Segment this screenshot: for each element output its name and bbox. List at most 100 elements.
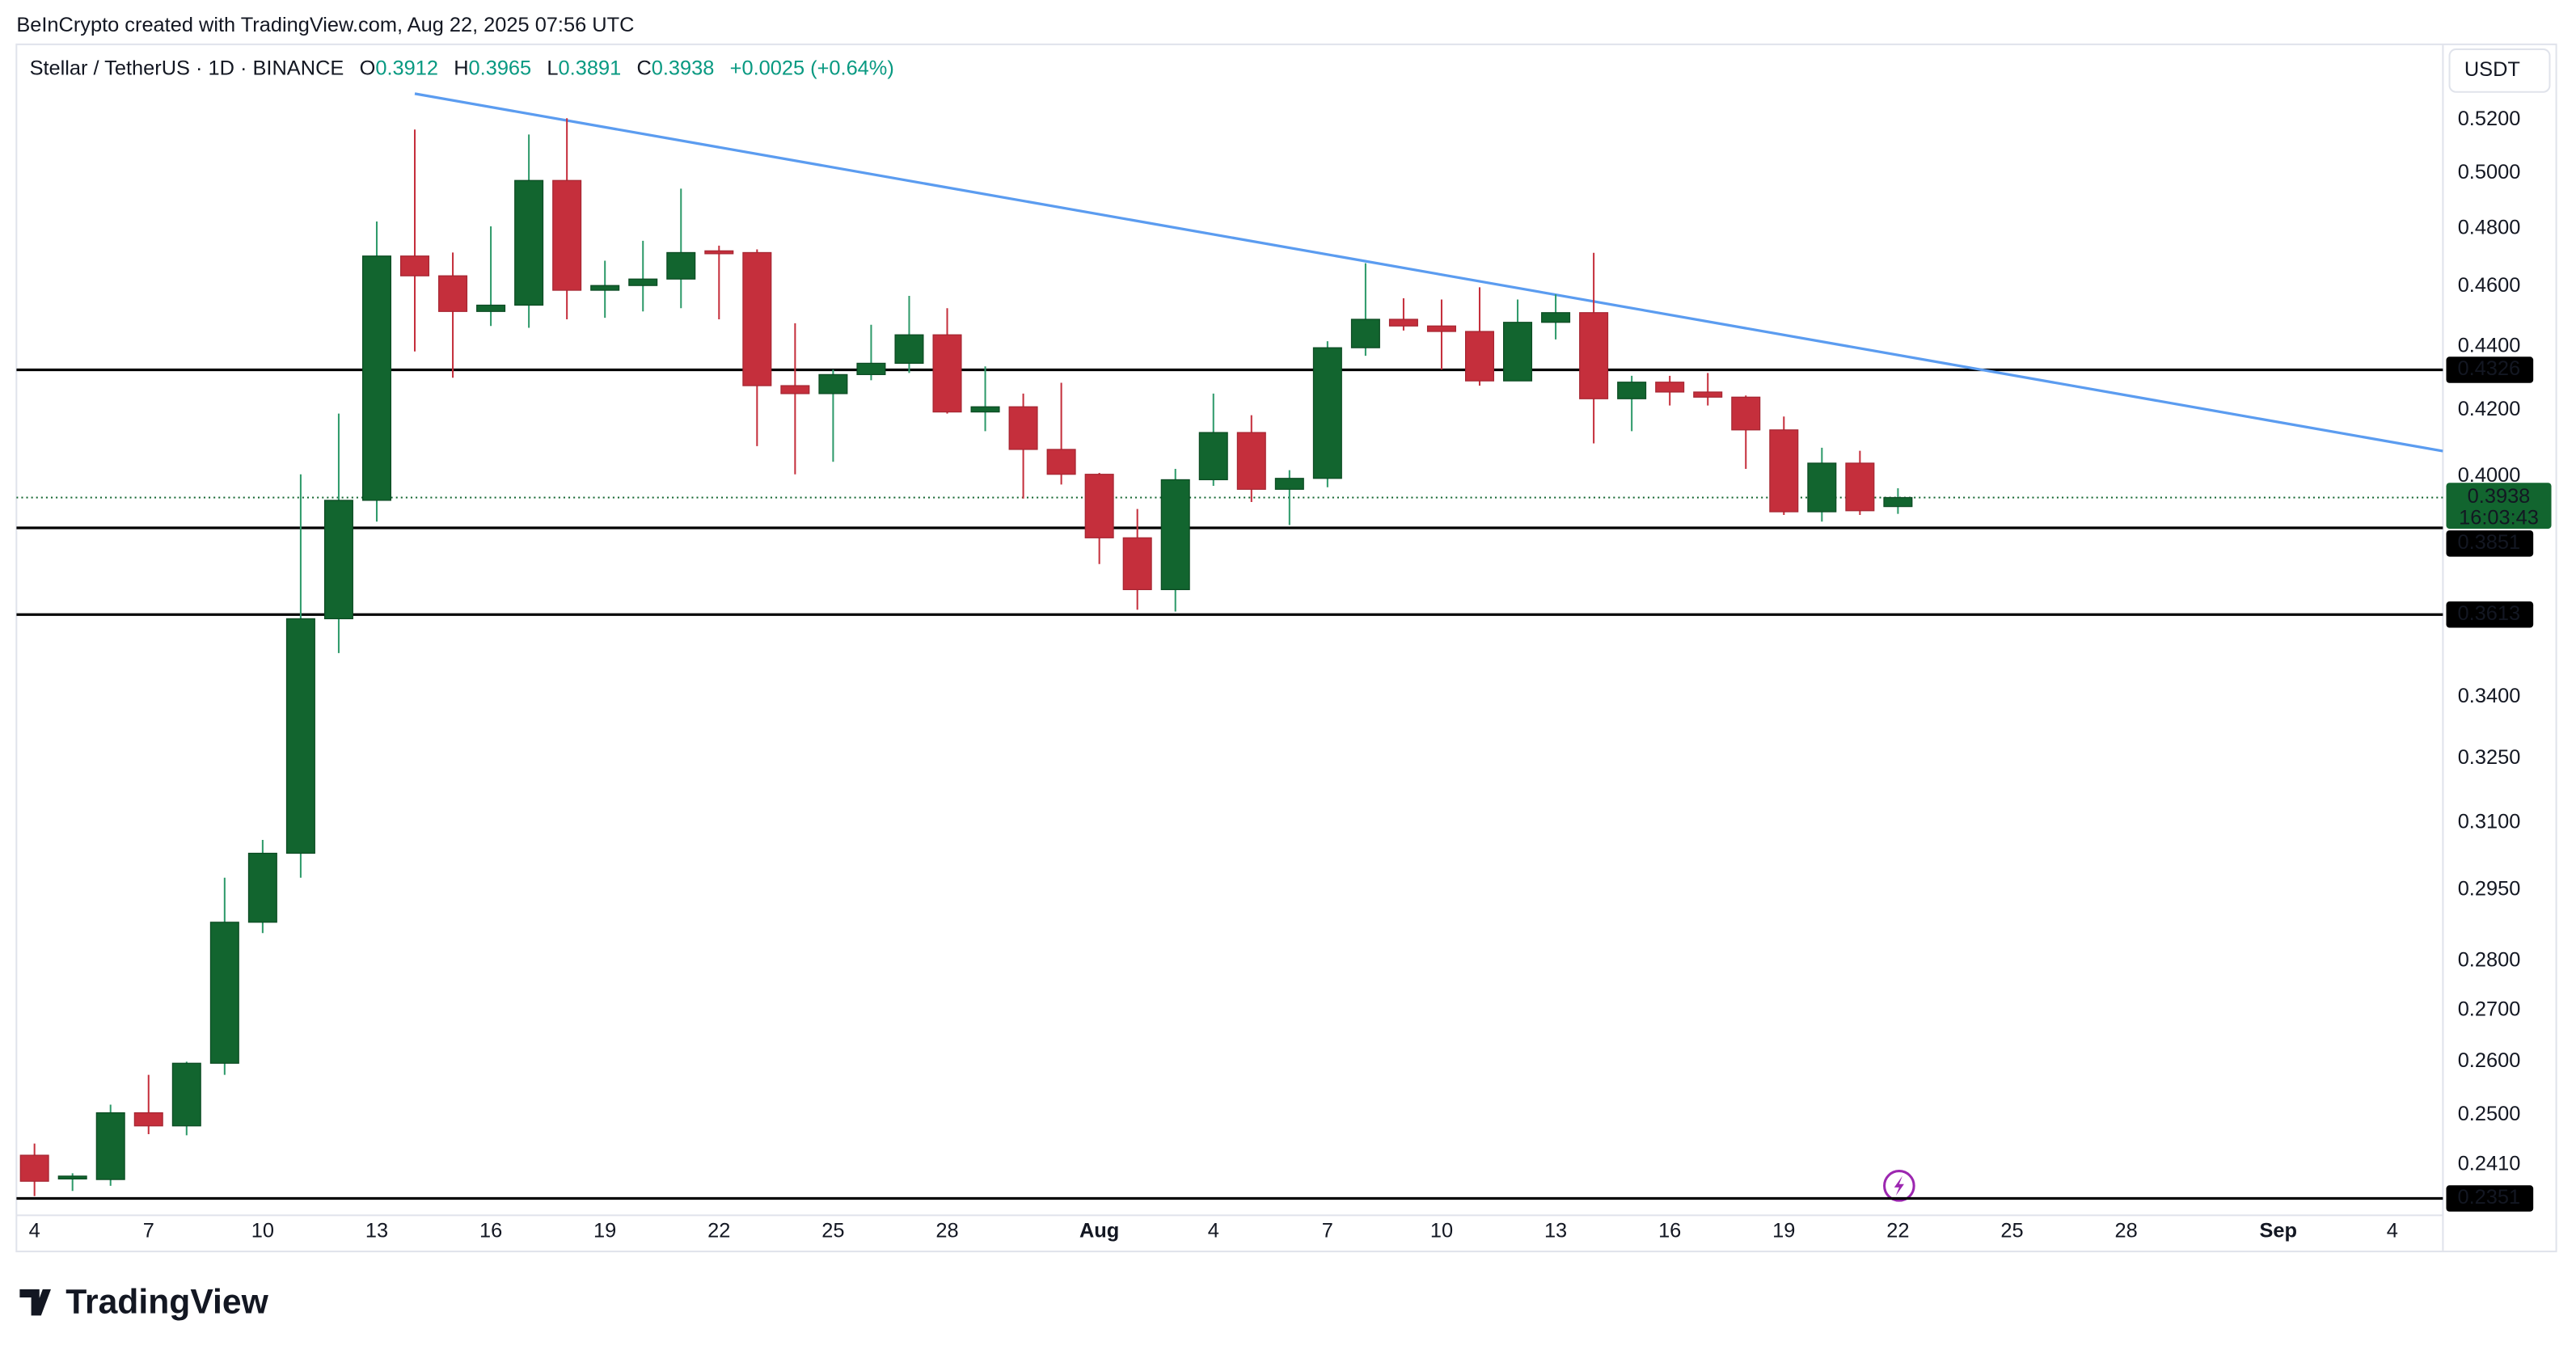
x-tick-label: 19 xyxy=(593,1219,616,1242)
candle-body xyxy=(666,251,696,280)
candle-body xyxy=(1122,537,1152,590)
logo-mark[interactable] xyxy=(19,1289,51,1316)
event-icon[interactable] xyxy=(1883,1170,1915,1202)
candle-body xyxy=(1198,432,1228,481)
x-tick-label: 13 xyxy=(365,1219,388,1242)
candle-body xyxy=(133,1112,163,1127)
candle-body xyxy=(171,1062,201,1127)
trendline xyxy=(414,92,2443,453)
candle xyxy=(1084,473,1114,564)
candle xyxy=(1503,299,1533,382)
candle xyxy=(742,249,772,446)
level-box xyxy=(2446,601,2534,628)
level-label: 0.4326 xyxy=(2457,357,2520,380)
candle xyxy=(970,366,1000,432)
candle-body xyxy=(932,334,962,413)
x-tick-label: 13 xyxy=(1544,1219,1567,1242)
candle xyxy=(1807,447,1837,522)
candle xyxy=(1617,375,1647,432)
x-tick-label: Aug xyxy=(1079,1219,1119,1242)
x-tick-label: 19 xyxy=(1772,1219,1795,1242)
candle xyxy=(1312,341,1342,487)
candle-body xyxy=(1236,432,1266,490)
current-price-box xyxy=(2446,483,2552,529)
candle xyxy=(247,839,277,934)
currency-button[interactable] xyxy=(2448,48,2551,93)
candle-body xyxy=(323,500,353,620)
level-label: 0.3613 xyxy=(2457,602,2520,625)
candle-body xyxy=(1769,429,1799,513)
x-tick-label: 10 xyxy=(251,1219,274,1242)
candle xyxy=(1464,287,1495,386)
y-tick-label: 0.2600 xyxy=(2458,1049,2521,1072)
candle-body xyxy=(1046,449,1076,475)
candle xyxy=(1845,450,1875,515)
candle xyxy=(1655,375,1685,406)
credit: BeInCrypto created with TradingView.com,… xyxy=(16,14,634,36)
event-bolt[interactable] xyxy=(1894,1175,1904,1196)
candle xyxy=(514,134,544,328)
candle xyxy=(19,1143,49,1196)
candle-body xyxy=(1312,347,1342,479)
ohlc-letter: C xyxy=(636,57,651,79)
candle-body xyxy=(1845,462,1875,512)
logo-text[interactable]: TradingView xyxy=(65,1282,268,1321)
candle xyxy=(1046,382,1076,485)
y-tick-label: 0.3400 xyxy=(2458,685,2521,707)
candle xyxy=(476,226,506,327)
candle xyxy=(285,474,315,878)
candle xyxy=(1883,487,1913,514)
y-tick-label: 0.2500 xyxy=(2458,1103,2521,1125)
candle-body xyxy=(1807,462,1837,513)
x-tick-label: 28 xyxy=(2114,1219,2137,1242)
level-box xyxy=(2446,530,2534,557)
candle-body xyxy=(514,179,544,306)
y-tick-label: 0.3100 xyxy=(2458,810,2521,833)
candle-body xyxy=(1731,396,1761,431)
candle-body xyxy=(95,1112,125,1180)
candle-body xyxy=(57,1175,87,1180)
candle-body xyxy=(361,255,391,501)
candle xyxy=(1388,297,1418,331)
current-price-label: 0.3938 xyxy=(2468,485,2531,508)
y-tick-label: 0.2700 xyxy=(2458,998,2521,1021)
candle xyxy=(209,877,239,1075)
level-box xyxy=(2446,356,2534,383)
candle-body xyxy=(970,406,1000,413)
candle-body xyxy=(19,1154,49,1182)
candle-body xyxy=(1617,382,1647,399)
candle-body xyxy=(1503,322,1533,382)
candle xyxy=(1274,470,1304,525)
x-tick-label: 7 xyxy=(1322,1219,1333,1242)
candle-body xyxy=(285,618,315,854)
symbol-header: Stellar / TetherUS · 1D · BINANCE O0.391… xyxy=(30,57,894,79)
candle-body xyxy=(400,255,430,276)
candle-body xyxy=(628,278,658,286)
x-tick-label: 22 xyxy=(707,1219,730,1242)
symbol-title: Stellar / TetherUS · 1D · BINANCE xyxy=(30,57,344,79)
candle-body xyxy=(1084,474,1114,538)
y-tick-label: 0.4600 xyxy=(2458,274,2521,297)
logo[interactable]: TradingView xyxy=(19,1282,269,1321)
candle xyxy=(552,118,582,319)
x-tick-label: 25 xyxy=(2000,1219,2023,1242)
candle-body xyxy=(780,385,810,394)
y-tick-label: 0.5000 xyxy=(2458,161,2521,184)
currency-label[interactable]: USDT xyxy=(2464,58,2520,81)
candle-body xyxy=(438,275,468,312)
level-box xyxy=(2446,1185,2534,1212)
candle-body xyxy=(476,304,506,312)
candle-body xyxy=(1160,479,1190,590)
candle-body xyxy=(1655,382,1685,393)
ohlc-value: 0.3965 xyxy=(469,57,532,79)
candle-body xyxy=(1464,331,1495,382)
candle xyxy=(400,129,430,352)
candle-body xyxy=(1426,325,1456,332)
x-tick-label: 7 xyxy=(143,1219,154,1242)
ohlc-letter: L xyxy=(547,57,558,79)
candle-body xyxy=(552,179,582,291)
candle-body xyxy=(1579,312,1609,399)
ohlc-letter: O xyxy=(360,57,376,79)
